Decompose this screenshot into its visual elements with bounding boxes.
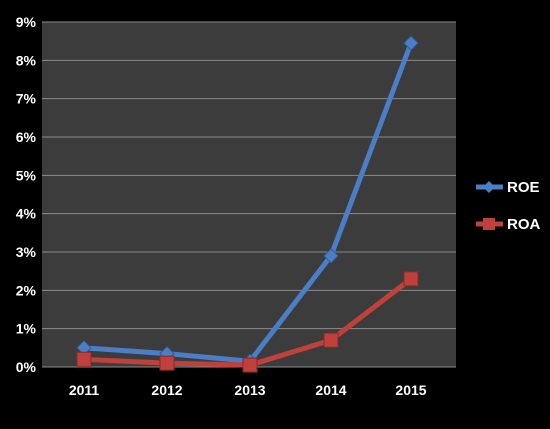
x-tick-label: 2013	[234, 382, 265, 398]
y-tick-label: 5%	[16, 167, 37, 183]
plot-area	[42, 22, 456, 367]
legend-swatch-marker	[483, 218, 495, 230]
y-tick-label: 2%	[16, 282, 37, 298]
x-tick-label: 2011	[69, 382, 100, 398]
data-point-roa	[76, 351, 92, 367]
y-tick-label: 8%	[16, 52, 37, 68]
x-tick-label: 2014	[315, 382, 346, 398]
y-tick-label: 4%	[16, 206, 37, 222]
y-tick-label: 0%	[16, 359, 37, 375]
y-tick-label: 9%	[16, 14, 37, 30]
x-tick-label: 2012	[151, 382, 182, 398]
x-axis-ticks: 2011 2012 2013 2014 2015	[69, 382, 427, 398]
y-axis-ticks: 0% 1% 2% 3% 4% 5% 6% 7% 8% 9%	[16, 14, 37, 375]
legend-label: ROE	[507, 179, 540, 196]
y-tick-label: 7%	[16, 91, 37, 107]
series-lines	[76, 35, 419, 373]
y-tick-label: 3%	[16, 244, 37, 260]
y-tick-label: 1%	[16, 321, 37, 337]
legend-swatch-marker	[483, 181, 495, 193]
legend-label: ROA	[507, 216, 541, 233]
legend: ROE ROA	[476, 179, 541, 233]
data-point-roe	[403, 35, 419, 51]
data-point-roa	[159, 355, 175, 371]
data-point-roe	[323, 248, 339, 264]
data-point-roa	[323, 332, 339, 348]
gridlines	[42, 21, 456, 368]
x-tick-label: 2015	[395, 382, 426, 398]
data-point-roa	[242, 357, 258, 373]
y-tick-label: 6%	[16, 129, 37, 145]
data-point-roa	[403, 271, 419, 287]
